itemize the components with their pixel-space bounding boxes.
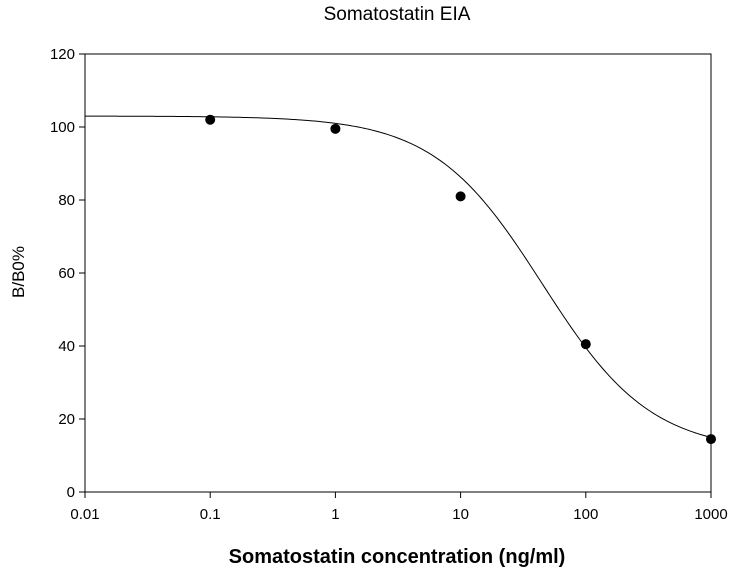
y-axis-label: B/B0% (9, 246, 28, 298)
data-points (205, 114, 716, 445)
x-tick-label: 100 (573, 506, 598, 523)
data-point (330, 123, 341, 134)
x-axis-label: Somatostatin concentration (ng/ml) (229, 546, 566, 568)
plot-area-frame (84, 53, 712, 493)
data-point (205, 114, 216, 125)
y-tick-label: 120 (50, 46, 75, 63)
chart-title: Somatostatin EIA (324, 4, 471, 25)
x-tick-label: 0.01 (70, 506, 99, 523)
data-point (455, 191, 466, 202)
y-tick-label: 100 (50, 119, 75, 136)
fit-curve (84, 115, 712, 438)
x-tick-label: 0.1 (200, 506, 221, 523)
y-tick-label: 80 (58, 192, 75, 209)
x-tick-label: 1 (331, 506, 339, 523)
x-tick-label: 10 (452, 506, 469, 523)
x-tick-label: 1000 (694, 506, 727, 523)
y-tick-label: 40 (58, 338, 75, 355)
data-point (706, 434, 716, 445)
axes: 0 20 40 60 80 100 120 0.01 0.1 1 10 100 1000 (50, 46, 728, 523)
y-tick-label: 60 (58, 265, 75, 282)
data-point (580, 339, 591, 350)
y-tick-label: 20 (58, 411, 75, 428)
y-tick-label: 0 (67, 484, 75, 501)
